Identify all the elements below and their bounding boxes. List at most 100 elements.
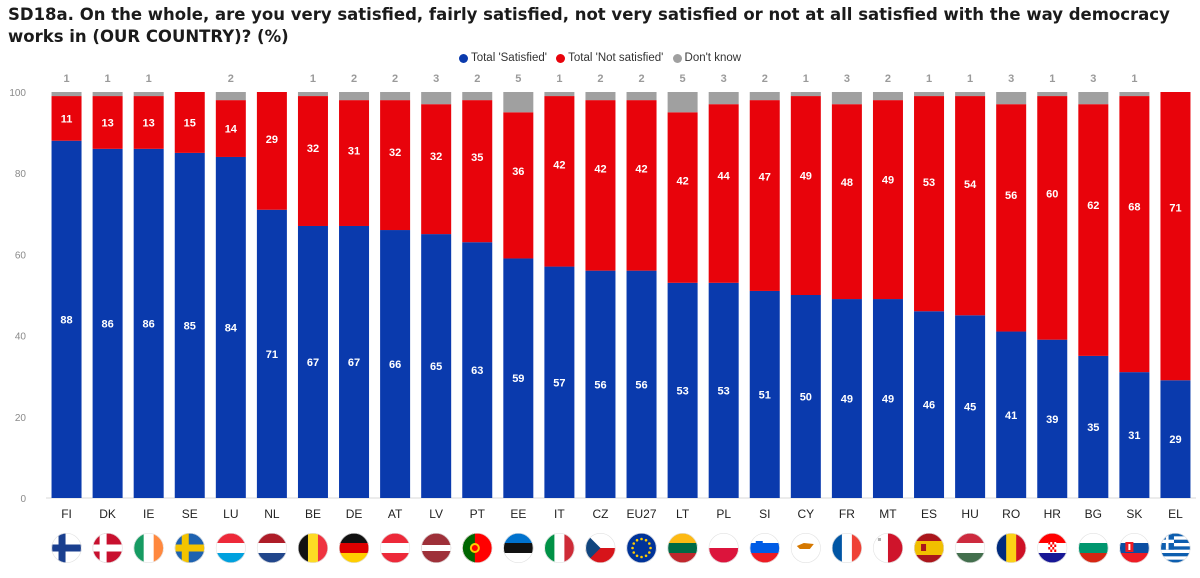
data-label-not-satisfied: 60 — [1046, 189, 1058, 201]
data-label-dont-know: 1 — [1049, 73, 1055, 85]
data-label-not-satisfied: 11 — [61, 113, 73, 125]
bar-dont-know — [749, 92, 780, 101]
bar-satisfied — [955, 315, 986, 498]
bar-not-satisfied — [462, 100, 493, 243]
bar-satisfied — [51, 140, 82, 498]
bar-dont-know — [339, 92, 370, 101]
data-label-satisfied: 56 — [635, 379, 647, 391]
legend-swatch-dont-know — [672, 53, 682, 63]
bar-not-satisfied — [92, 96, 123, 149]
x-tick-label: IE — [143, 507, 154, 521]
x-tick-label: RO — [1002, 507, 1020, 521]
x-tick-label: EU27 — [627, 507, 657, 521]
bar-not-satisfied — [256, 92, 287, 210]
bar-satisfied — [380, 230, 411, 499]
data-label-dont-know: 2 — [392, 73, 398, 85]
bar-satisfied — [1119, 372, 1150, 498]
y-tick-label: 20 — [15, 413, 27, 424]
data-label-satisfied: 49 — [882, 394, 894, 406]
data-label-satisfied: 84 — [225, 322, 238, 334]
chart-title: SD18a. On the whole, are you very satisf… — [8, 5, 1170, 46]
x-tick-label: HR — [1044, 507, 1062, 521]
data-label-satisfied: 45 — [964, 402, 976, 414]
bar-not-satisfied — [1119, 96, 1150, 373]
flag-france-icon — [831, 532, 862, 563]
data-label-not-satisfied: 32 — [389, 147, 401, 159]
flag-european-union-icon — [626, 532, 657, 563]
data-label-satisfied: 65 — [430, 361, 442, 373]
flag-hungary-icon — [955, 532, 986, 563]
data-label-not-satisfied: 68 — [1128, 201, 1140, 213]
data-label-satisfied: 53 — [676, 385, 688, 397]
x-tick-label: PL — [716, 507, 731, 521]
bar-satisfied — [996, 331, 1027, 498]
data-label-not-satisfied: 54 — [964, 179, 977, 191]
bar-satisfied — [708, 282, 739, 498]
legend-item-dont-know: Don't know — [672, 52, 741, 64]
x-tick-label: IT — [554, 507, 565, 521]
data-label-dont-know: 2 — [638, 73, 644, 85]
data-label-dont-know: 1 — [63, 73, 69, 85]
data-label-not-satisfied: 42 — [553, 159, 565, 171]
bar-not-satisfied — [1037, 96, 1068, 340]
bar-not-satisfied — [503, 112, 534, 259]
data-label-dont-know: 1 — [926, 73, 932, 85]
legend: Total 'Satisfied' Total 'Not satisfied' … — [0, 52, 1200, 66]
x-tick-label: LU — [223, 507, 238, 521]
x-tick-label: EE — [510, 507, 526, 521]
bar-not-satisfied — [914, 96, 945, 312]
flag-finland-icon — [51, 532, 82, 563]
data-label-not-satisfied: 32 — [430, 151, 442, 163]
legend-label-not-satisfied: Total 'Not satisfied' — [568, 52, 664, 64]
data-label-satisfied: 86 — [143, 318, 155, 330]
data-label-not-satisfied: 32 — [307, 143, 319, 155]
legend-item-not-satisfied: Total 'Not satisfied' — [556, 52, 663, 64]
bar-dont-know — [133, 92, 164, 97]
bar-not-satisfied — [626, 100, 657, 271]
bar-dont-know — [462, 92, 493, 101]
data-label-satisfied: 63 — [471, 365, 483, 377]
x-tick-label: LV — [429, 507, 443, 521]
bar-not-satisfied — [339, 100, 370, 226]
bar-not-satisfied — [790, 96, 821, 295]
legend-label-satisfied: Total 'Satisfied' — [470, 52, 547, 64]
bar-dont-know — [544, 92, 575, 97]
data-label-satisfied: 41 — [1005, 410, 1017, 422]
bar-satisfied — [1078, 355, 1109, 498]
bar-dont-know — [92, 92, 123, 97]
legend-item-satisfied: Total 'Satisfied' — [458, 52, 547, 64]
data-label-not-satisfied: 49 — [800, 171, 812, 183]
x-tick-label: NL — [264, 507, 280, 521]
bar-satisfied — [585, 270, 616, 498]
x-tick-label: AT — [388, 507, 403, 521]
data-label-satisfied: 57 — [553, 377, 565, 389]
bar-not-satisfied — [1078, 104, 1109, 356]
data-label-satisfied: 88 — [60, 314, 72, 326]
bar-satisfied — [174, 152, 205, 498]
bar-not-satisfied — [749, 100, 780, 291]
flag-denmark-icon — [92, 532, 123, 563]
data-label-not-satisfied: 48 — [841, 177, 853, 189]
data-label-dont-know: 1 — [105, 73, 111, 85]
bar-satisfied — [790, 295, 821, 498]
data-label-not-satisfied: 36 — [512, 166, 524, 178]
data-label-dont-know: 3 — [1090, 73, 1096, 85]
flag-malta-icon — [872, 532, 903, 563]
bar-not-satisfied — [174, 92, 205, 153]
bar-not-satisfied — [380, 100, 411, 231]
data-label-not-satisfied: 31 — [348, 145, 360, 157]
data-label-dont-know: 1 — [146, 73, 152, 85]
data-label-dont-know: 2 — [885, 73, 891, 85]
bar-dont-know — [51, 92, 82, 97]
flag-netherlands-icon — [256, 532, 287, 563]
bar-dont-know — [872, 92, 903, 101]
x-tick-label: SE — [182, 507, 198, 521]
y-tick-label: 40 — [15, 332, 27, 343]
flag-austria-icon — [380, 532, 411, 563]
bar-satisfied — [297, 225, 328, 499]
flag-slovakia-icon — [1119, 532, 1150, 563]
bar-dont-know — [421, 92, 452, 105]
x-tick-label: BG — [1085, 507, 1102, 521]
flag-belgium-icon — [297, 532, 328, 563]
bar-dont-know — [215, 92, 246, 101]
